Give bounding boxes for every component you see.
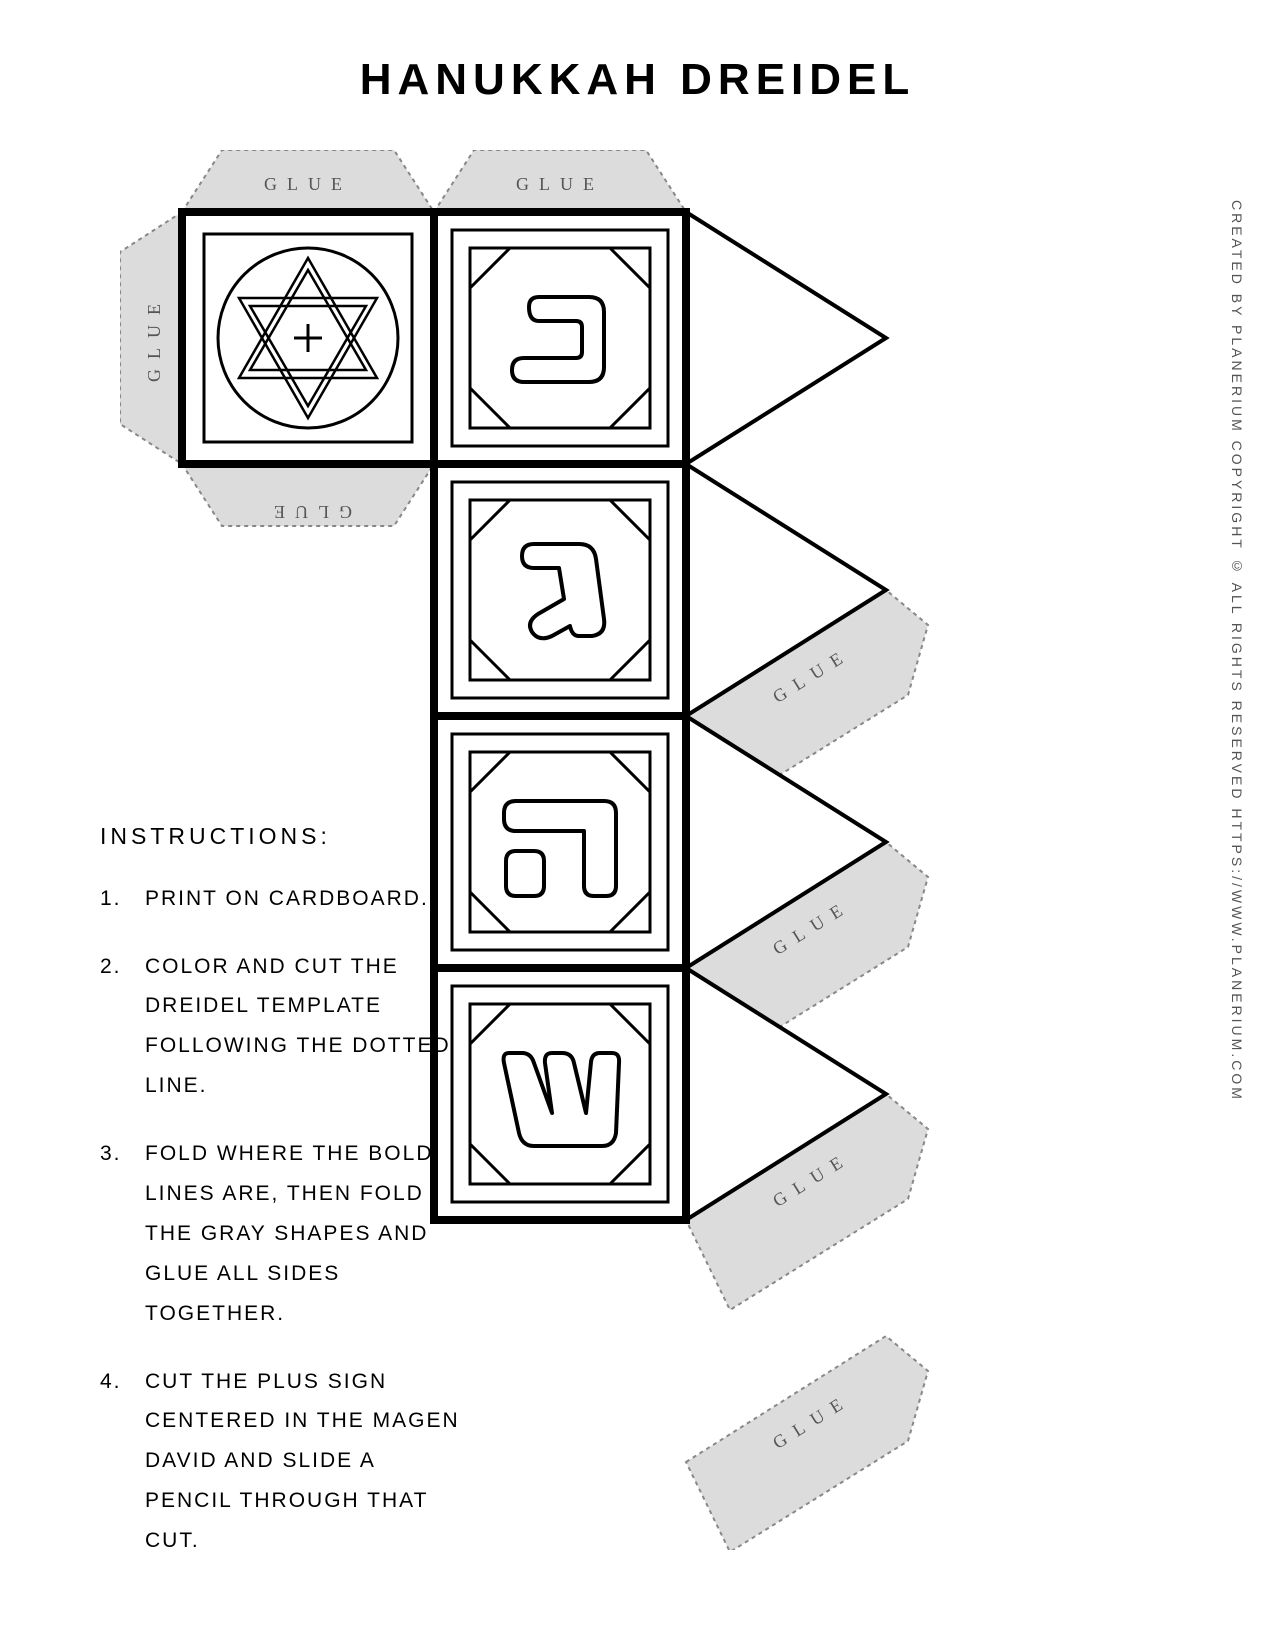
panel-side-3 xyxy=(434,716,686,968)
instruction-step: 1.PRINT ON CARDBOARD. xyxy=(100,879,460,919)
page-title: HANUKKAH DREIDEL xyxy=(0,55,1275,105)
instructions-block: INSTRUCTIONS: 1.PRINT ON CARDBOARD. 2.CO… xyxy=(100,815,460,1589)
instruction-step: 3.FOLD WHERE THE BOLD LINES ARE, THEN FO… xyxy=(100,1134,460,1333)
panel-side-4 xyxy=(434,968,686,1220)
svg-text:GLUE: GLUE xyxy=(264,502,352,522)
instruction-step: 4.CUT THE PLUS SIGN CENTERED IN THE MAGE… xyxy=(100,1362,460,1561)
svg-text:GLUE: GLUE xyxy=(144,294,164,382)
panel-side-1 xyxy=(434,212,686,464)
svg-text:GLUE: GLUE xyxy=(264,174,352,194)
copyright-notice: CREATED BY PLANERIUM COPYRIGHT © ALL RIG… xyxy=(1229,200,1245,1102)
instruction-step: 2.COLOR AND CUT THE DREIDEL TEMPLATE FOL… xyxy=(100,947,460,1107)
panel-side-2 xyxy=(434,464,686,716)
panel-top xyxy=(182,212,434,464)
instructions-heading: INSTRUCTIONS: xyxy=(100,815,460,859)
svg-text:GLUE: GLUE xyxy=(516,174,604,194)
